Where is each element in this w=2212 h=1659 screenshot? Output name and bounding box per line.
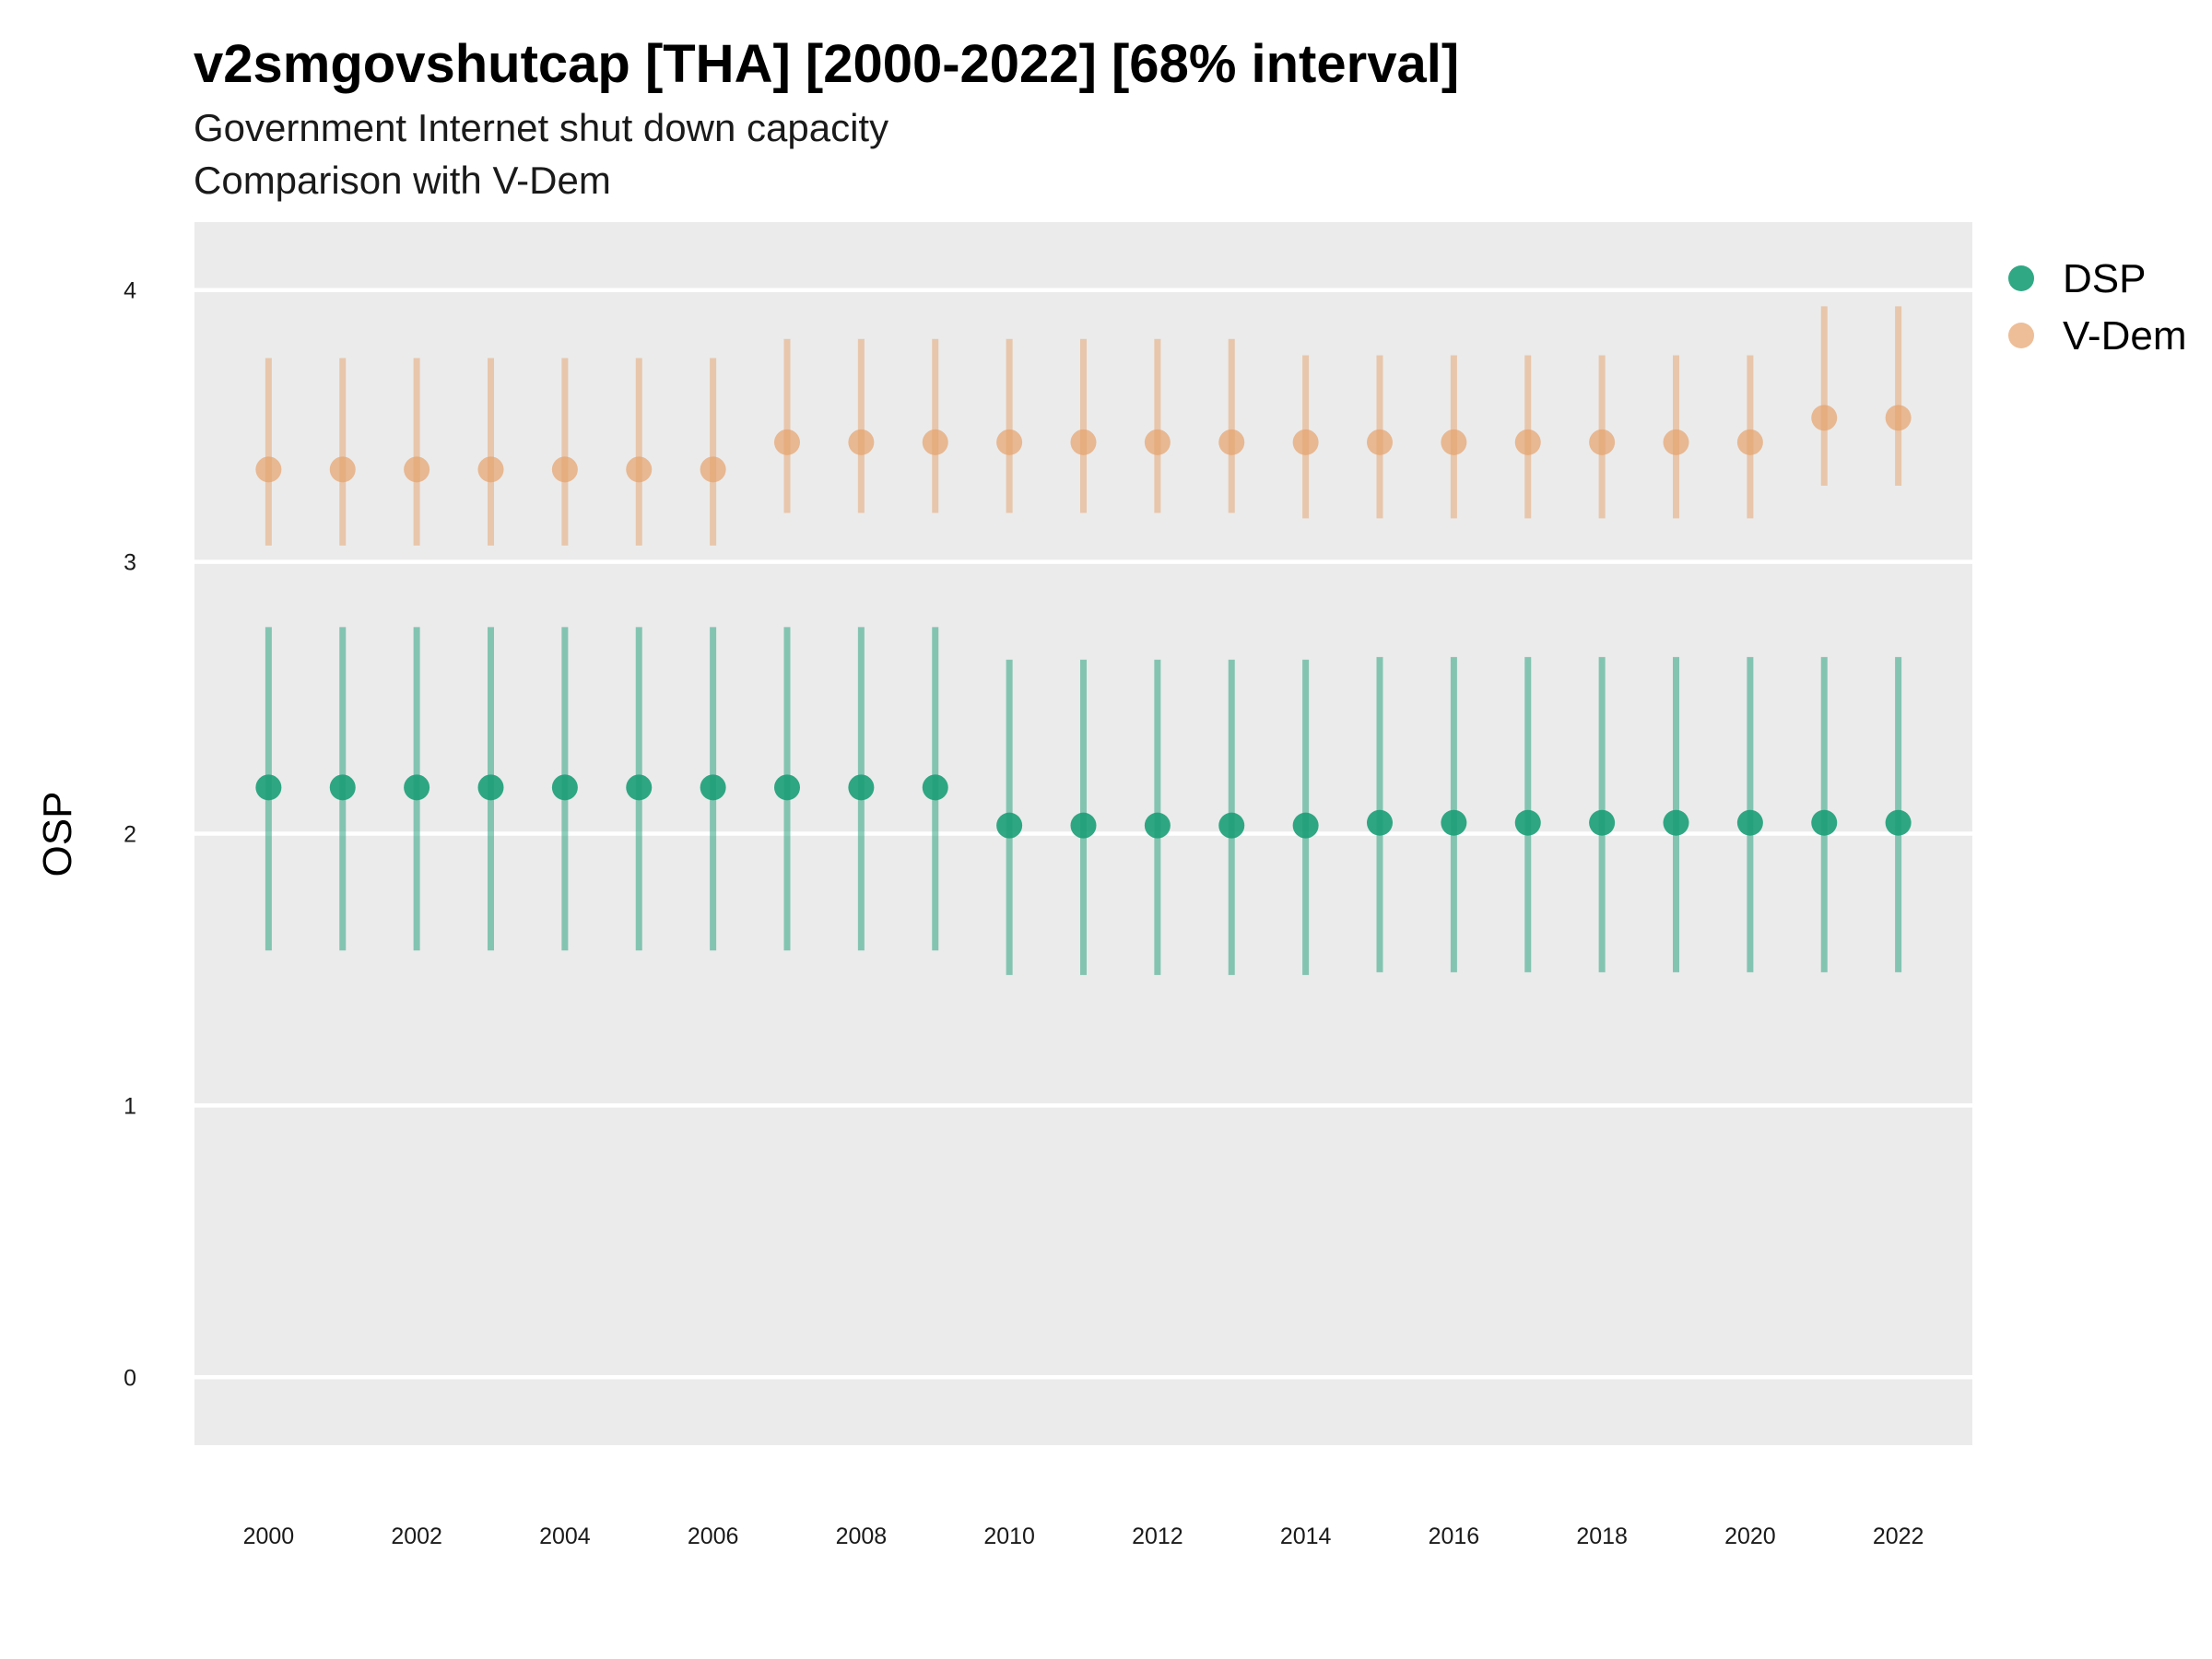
data-point (1292, 429, 1319, 455)
data-point (329, 774, 356, 801)
x-tick-label: 2018 (1576, 1524, 1628, 1549)
x-axis-ticks: 2000 2002 2004 2006 2008 2010 2012 2014 2016 2018… (243, 1524, 1924, 1549)
data-point (1218, 429, 1245, 455)
data-point (404, 456, 430, 483)
data-point (1292, 812, 1319, 839)
series-v-dem (255, 306, 1912, 546)
data-point (1070, 812, 1097, 839)
data-point (700, 774, 726, 801)
y-axis-title: OSP (35, 792, 80, 877)
chart-subtitle: Government Internet shut down capacity (194, 106, 889, 149)
legend-label: DSP (2063, 256, 2146, 301)
data-point (477, 774, 504, 801)
x-tick-label: 2004 (539, 1524, 591, 1549)
y-tick-label: 4 (124, 278, 136, 304)
chart-title: v2smgovshutcap [THA] [2000-2022] [68% in… (194, 34, 1460, 94)
y-tick-label: 0 (124, 1365, 136, 1391)
y-axis-ticks: 0 1 2 3 4 (124, 278, 136, 1392)
data-point (1367, 429, 1393, 455)
data-series (255, 306, 1912, 975)
data-point (329, 456, 356, 483)
data-point (848, 429, 875, 455)
x-tick-label: 2012 (1132, 1524, 1183, 1549)
data-point (774, 774, 800, 801)
x-tick-label: 2022 (1873, 1524, 1924, 1549)
legend-label: V-Dem (2063, 313, 2186, 359)
data-point (996, 429, 1023, 455)
x-tick-label: 2000 (243, 1524, 295, 1549)
data-point (1663, 809, 1689, 836)
data-point (626, 774, 653, 801)
legend-key (2008, 265, 2034, 291)
legend-key (2008, 323, 2034, 348)
data-point (1885, 405, 1912, 431)
data-point (1736, 429, 1763, 455)
series-dsp (255, 627, 1912, 975)
data-point (1367, 809, 1393, 836)
x-tick-label: 2016 (1429, 1524, 1480, 1549)
x-tick-label: 2002 (391, 1524, 442, 1549)
data-point (1218, 812, 1245, 839)
y-tick-label: 3 (124, 550, 136, 576)
data-point (1514, 429, 1541, 455)
x-tick-label: 2020 (1724, 1524, 1776, 1549)
data-point (551, 774, 578, 801)
data-point (1663, 429, 1689, 455)
data-point (255, 774, 282, 801)
x-tick-label: 2014 (1280, 1524, 1332, 1549)
x-tick-label: 2010 (983, 1524, 1035, 1549)
data-point (1070, 429, 1097, 455)
data-point (1441, 809, 1467, 836)
data-point (404, 774, 430, 801)
data-point (922, 774, 948, 801)
data-point (255, 456, 282, 483)
chart-subtitle-comparison: Comparison with V-Dem (194, 159, 611, 202)
x-tick-label: 2006 (688, 1524, 739, 1549)
data-point (996, 812, 1023, 839)
legend: DSP V-Dem (2008, 256, 2186, 359)
data-point (1144, 429, 1171, 455)
data-point (1811, 405, 1838, 431)
data-point (922, 429, 948, 455)
data-point (1589, 809, 1616, 836)
data-point (1811, 809, 1838, 836)
x-tick-label: 2008 (836, 1524, 888, 1549)
data-point (626, 456, 653, 483)
data-point (774, 429, 800, 455)
data-point (477, 456, 504, 483)
data-point (1514, 809, 1541, 836)
data-point (1144, 812, 1171, 839)
data-point (700, 456, 726, 483)
data-point (1885, 809, 1912, 836)
data-point (848, 774, 875, 801)
data-point (1589, 429, 1616, 455)
y-tick-label: 1 (124, 1093, 136, 1119)
data-point (1736, 809, 1763, 836)
data-point (551, 456, 578, 483)
y-tick-label: 2 (124, 822, 136, 848)
data-point (1441, 429, 1467, 455)
